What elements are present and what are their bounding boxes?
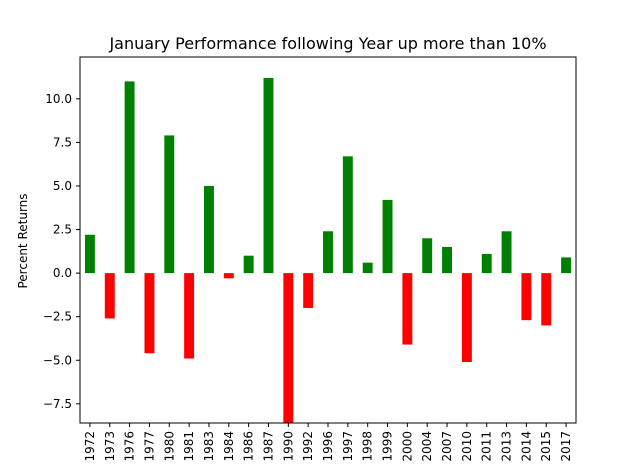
bar-2000 [402,273,413,345]
x-tick-label: 1980 [162,431,176,462]
x-tick-label: 2015 [539,431,553,462]
chart-title: January Performance following Year up mo… [108,34,546,53]
bar-1972 [84,234,95,274]
x-tick-label: 1984 [222,431,236,462]
x-tick-label: 2007 [440,431,454,462]
y-tick-label: 5.0 [53,179,72,193]
bar-1986 [243,255,254,274]
x-tick-label: 1996 [321,431,335,462]
x-tick-label: 1972 [83,431,97,462]
bar-1973 [104,273,115,319]
y-tick-label: 2.5 [53,223,72,237]
x-tick-label: 1992 [301,431,315,462]
bar-1992 [303,273,314,308]
bar-1998 [362,262,373,274]
bar-2017 [561,257,572,274]
x-tick-label: 2017 [559,431,573,462]
bar-1983 [204,185,214,274]
x-tick-label: 1973 [103,431,117,462]
x-tick-label: 1986 [242,431,256,462]
bar-1981 [184,273,195,359]
bar-2010 [461,273,472,362]
bar-2013 [501,231,512,274]
bar-2004 [422,238,433,274]
x-tick-label: 1987 [261,431,275,462]
bar-2015 [541,273,552,326]
y-tick-label: 10.0 [45,92,72,106]
x-tick-label: 2011 [480,431,494,462]
bar-2014 [521,273,532,321]
bar-1984 [223,273,234,279]
x-tick-label: 1997 [341,431,355,462]
y-axis-label: Percent Returns [16,193,30,288]
x-tick-label: 1990 [281,431,295,462]
x-tick-label: 1977 [142,431,156,462]
bar-1977 [144,273,155,354]
bar-1976 [124,81,135,274]
x-tick-label: 2010 [460,431,474,462]
x-tick-label: 2000 [400,431,414,462]
x-tick-label: 1999 [381,431,395,462]
bar-1980 [164,135,175,274]
x-tick-label: 2014 [519,431,533,462]
y-tick-label: 0.0 [53,266,72,280]
bar-1999 [382,199,393,274]
x-tick-label: 1981 [182,431,196,462]
bar-1987 [263,77,274,274]
x-tick-label: 2004 [420,431,434,462]
bar-1996 [323,231,333,274]
bar-2007 [442,246,452,274]
x-tick-label: 2013 [500,431,514,462]
x-tick-label: 1983 [202,431,216,462]
bar-1990 [283,273,294,423]
plot-area: −7.5 −5.0 −2.5 0.0 2.5 5.0 7.5 10.0 1972 1973 1976… [43,56,577,462]
x-tick-label: 1998 [361,431,375,462]
y-tick-label: 7.5 [53,135,72,149]
y-tick-label: −7.5 [43,397,72,411]
bar-1997 [342,156,353,274]
x-tick-label: 1976 [123,431,137,462]
bar-2011 [481,253,492,274]
y-tick-label: −2.5 [43,310,72,324]
y-tick-label: −5.0 [43,353,72,367]
